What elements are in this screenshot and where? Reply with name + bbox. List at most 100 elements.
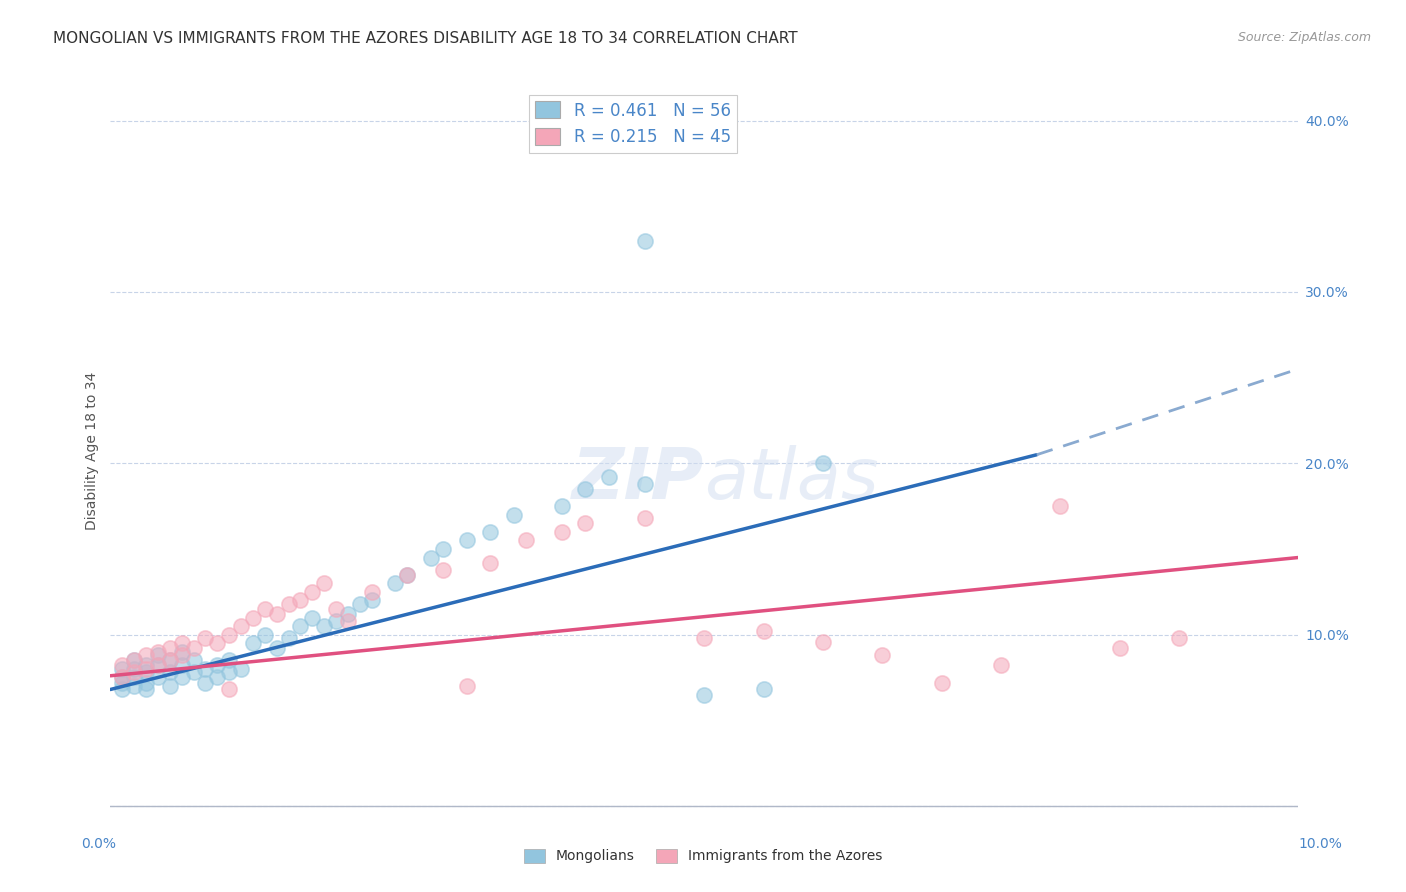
Text: ZIP: ZIP [572, 445, 704, 514]
Point [253, 627, 276, 641]
Point [752, 624, 775, 639]
Point [990, 658, 1012, 673]
Point [135, 648, 157, 663]
Point [146, 658, 169, 673]
Point [396, 567, 419, 582]
Point [384, 576, 406, 591]
Point [229, 662, 252, 676]
Point [752, 682, 775, 697]
Point [550, 524, 572, 539]
Point [159, 665, 181, 680]
Point [159, 641, 181, 656]
Point [432, 563, 454, 577]
Point [207, 671, 229, 685]
Point [218, 627, 240, 641]
Point [122, 665, 145, 680]
Point [218, 682, 240, 697]
Point [811, 634, 834, 648]
Point [207, 658, 229, 673]
Point [135, 675, 157, 690]
Point [290, 593, 312, 607]
Legend: R = 0.461   N = 56, R = 0.215   N = 45: R = 0.461 N = 56, R = 0.215 N = 45 [529, 95, 737, 153]
Point [515, 533, 537, 548]
Point [218, 665, 240, 680]
Point [336, 614, 359, 628]
Point [170, 636, 193, 650]
Point [111, 682, 134, 697]
Point [360, 593, 382, 607]
Point [111, 662, 134, 676]
Point [159, 679, 181, 693]
Point [135, 682, 157, 697]
Point [931, 675, 953, 690]
Point [135, 658, 157, 673]
Point [122, 671, 145, 685]
Point [194, 662, 217, 676]
Point [503, 508, 526, 522]
Point [479, 556, 502, 570]
Text: 10.0%: 10.0% [1299, 837, 1343, 851]
Point [432, 541, 454, 556]
Point [194, 675, 217, 690]
Point [574, 516, 596, 531]
Point [135, 665, 157, 680]
Point [456, 533, 478, 548]
Text: Source: ZipAtlas.com: Source: ZipAtlas.com [1237, 31, 1371, 45]
Point [146, 645, 169, 659]
Point [146, 648, 169, 663]
Text: 0.0%: 0.0% [82, 837, 117, 851]
Point [314, 619, 336, 633]
Point [170, 645, 193, 659]
Point [242, 636, 264, 650]
Point [122, 653, 145, 667]
Point [349, 597, 371, 611]
Point [111, 671, 134, 685]
Point [550, 499, 572, 513]
Point [194, 631, 217, 645]
Point [325, 602, 347, 616]
Point [170, 648, 193, 663]
Point [111, 675, 134, 690]
Point [111, 658, 134, 673]
Point [170, 658, 193, 673]
Point [122, 653, 145, 667]
Point [634, 476, 657, 491]
Point [266, 607, 288, 621]
Point [693, 631, 716, 645]
Point [456, 679, 478, 693]
Point [420, 550, 443, 565]
Point [277, 597, 299, 611]
Point [396, 567, 419, 582]
Point [242, 610, 264, 624]
Point [146, 671, 169, 685]
Point [183, 653, 205, 667]
Text: atlas: atlas [704, 445, 879, 514]
Point [301, 584, 323, 599]
Point [360, 584, 382, 599]
Point [1108, 641, 1130, 656]
Point [325, 614, 347, 628]
Point [170, 671, 193, 685]
Point [266, 641, 288, 656]
Point [693, 688, 716, 702]
Y-axis label: Disability Age 18 to 34: Disability Age 18 to 34 [86, 371, 100, 530]
Point [159, 653, 181, 667]
Point [479, 524, 502, 539]
Point [301, 610, 323, 624]
Point [183, 665, 205, 680]
Point [159, 653, 181, 667]
Point [1168, 631, 1191, 645]
Point [135, 662, 157, 676]
Point [277, 631, 299, 645]
Point [218, 653, 240, 667]
Point [574, 482, 596, 496]
Point [314, 576, 336, 591]
Point [122, 662, 145, 676]
Point [146, 658, 169, 673]
Point [634, 511, 657, 525]
Point [634, 234, 657, 248]
Point [290, 619, 312, 633]
Point [183, 641, 205, 656]
Point [872, 648, 894, 663]
Point [598, 470, 620, 484]
